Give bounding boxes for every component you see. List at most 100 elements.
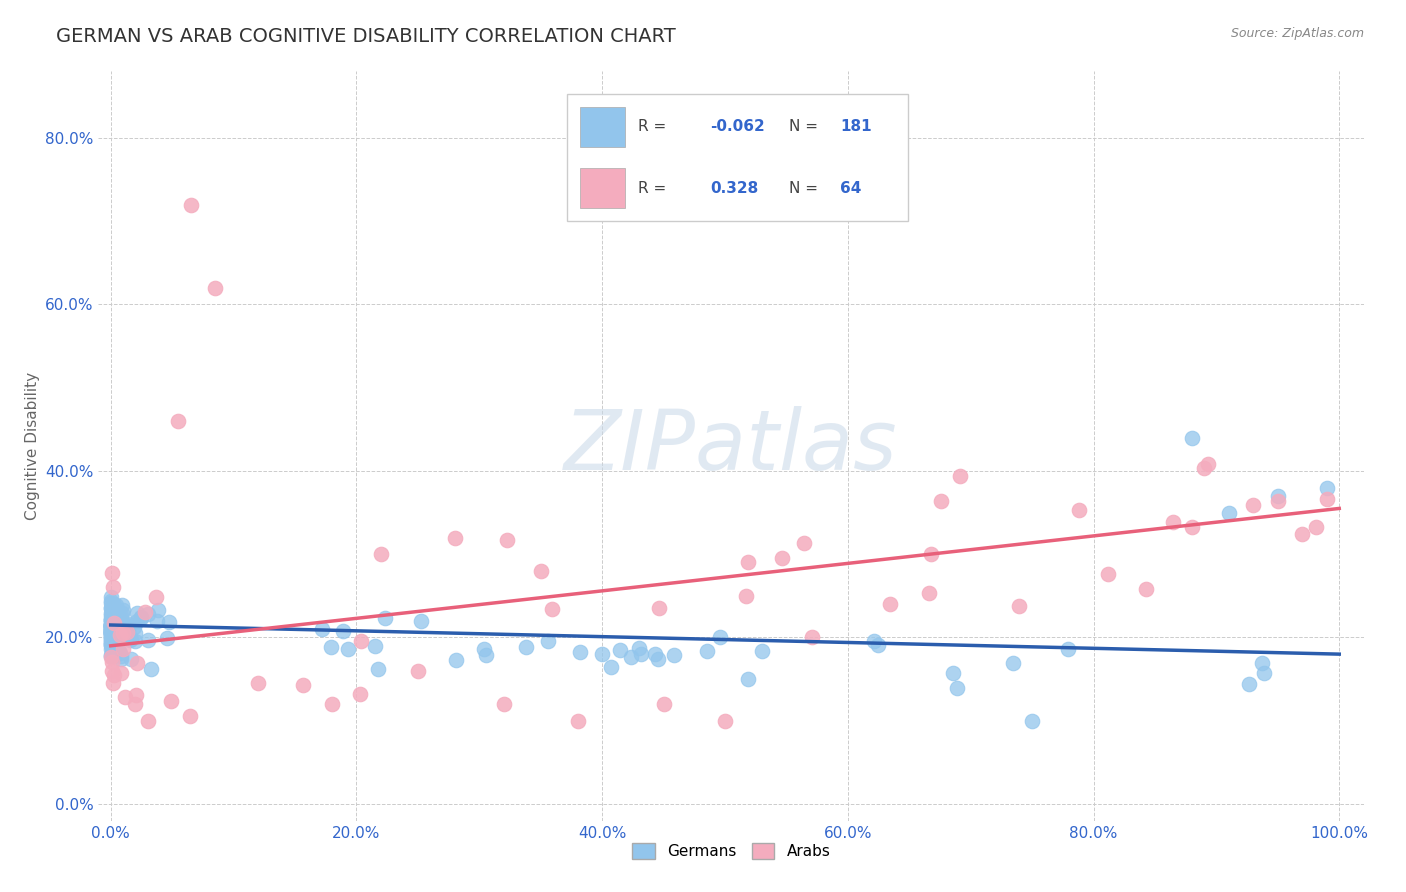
Point (139, 662, 162, 676)
Point (374, 611, 396, 625)
Point (100, 618, 122, 632)
Point (101, 614, 124, 628)
Point (100, 623, 122, 637)
Point (737, 672, 759, 686)
Point (100, 611, 122, 625)
Point (101, 615, 124, 629)
Point (120, 652, 142, 666)
Point (472, 642, 495, 657)
Point (918, 586, 941, 600)
Point (648, 601, 671, 615)
Point (866, 639, 889, 653)
Legend: Germans, Arabs: Germans, Arabs (626, 838, 837, 865)
Point (100, 618, 122, 632)
Point (108, 611, 131, 625)
Point (101, 633, 124, 648)
Point (350, 634, 373, 648)
Point (100, 625, 122, 640)
Text: GERMAN VS ARAB COGNITIVE DISABILITY CORRELATION CHART: GERMAN VS ARAB COGNITIVE DISABILITY CORR… (56, 27, 676, 45)
Point (540, 602, 562, 616)
Point (751, 644, 773, 658)
Point (1316, 481, 1339, 495)
Point (100, 617, 122, 632)
Point (100, 632, 122, 647)
Point (101, 614, 124, 628)
Point (714, 714, 737, 728)
Point (100, 632, 122, 646)
Point (111, 599, 134, 613)
Point (1241, 498, 1264, 512)
Point (100, 615, 122, 629)
Point (101, 675, 124, 690)
Point (105, 642, 128, 657)
Point (100, 593, 122, 607)
Point (124, 697, 146, 711)
Point (114, 621, 136, 635)
Point (1067, 503, 1090, 517)
Point (101, 619, 124, 633)
Point (100, 591, 122, 605)
Point (100, 566, 122, 581)
Point (101, 605, 124, 619)
Point (620, 650, 643, 665)
Point (100, 621, 122, 635)
Point (100, 619, 122, 633)
Point (100, 618, 122, 632)
Point (114, 618, 136, 632)
Point (157, 615, 180, 629)
Point (180, 197, 202, 211)
Point (100, 648, 122, 663)
Point (127, 607, 149, 621)
Point (115, 624, 138, 639)
Point (101, 629, 124, 643)
Y-axis label: Cognitive Disability: Cognitive Disability (24, 372, 39, 520)
Text: ZIPatlas: ZIPatlas (564, 406, 898, 486)
Point (160, 694, 183, 708)
Point (156, 631, 179, 645)
Point (100, 624, 122, 638)
Point (1197, 457, 1219, 471)
Point (100, 613, 122, 627)
Point (364, 639, 387, 653)
Point (145, 591, 167, 605)
Point (100, 624, 122, 638)
Point (1097, 566, 1119, 581)
Point (104, 632, 127, 646)
Point (120, 632, 142, 647)
Point (101, 606, 124, 620)
Point (101, 648, 124, 663)
Point (100, 613, 122, 627)
Point (136, 714, 159, 728)
Point (100, 628, 122, 642)
Point (100, 625, 122, 640)
Point (112, 627, 135, 641)
Point (496, 533, 519, 548)
Point (1135, 582, 1157, 597)
Point (129, 610, 152, 624)
Point (110, 626, 132, 640)
Point (709, 630, 731, 644)
Point (101, 624, 124, 639)
Point (105, 621, 128, 635)
Point (734, 590, 756, 604)
Point (1250, 656, 1272, 670)
Point (105, 618, 128, 632)
Point (103, 626, 125, 640)
Point (946, 681, 969, 696)
Point (1008, 599, 1031, 614)
Point (124, 620, 146, 634)
Point (100, 621, 122, 635)
Point (100, 648, 122, 663)
Point (568, 645, 591, 659)
Point (662, 648, 685, 662)
Point (406, 664, 429, 678)
Point (103, 597, 125, 611)
Point (179, 708, 201, 723)
Point (311, 622, 333, 636)
Point (103, 602, 125, 616)
Point (515, 640, 537, 655)
Point (600, 660, 623, 674)
Point (1163, 515, 1185, 529)
Point (319, 640, 342, 655)
Point (100, 600, 122, 615)
